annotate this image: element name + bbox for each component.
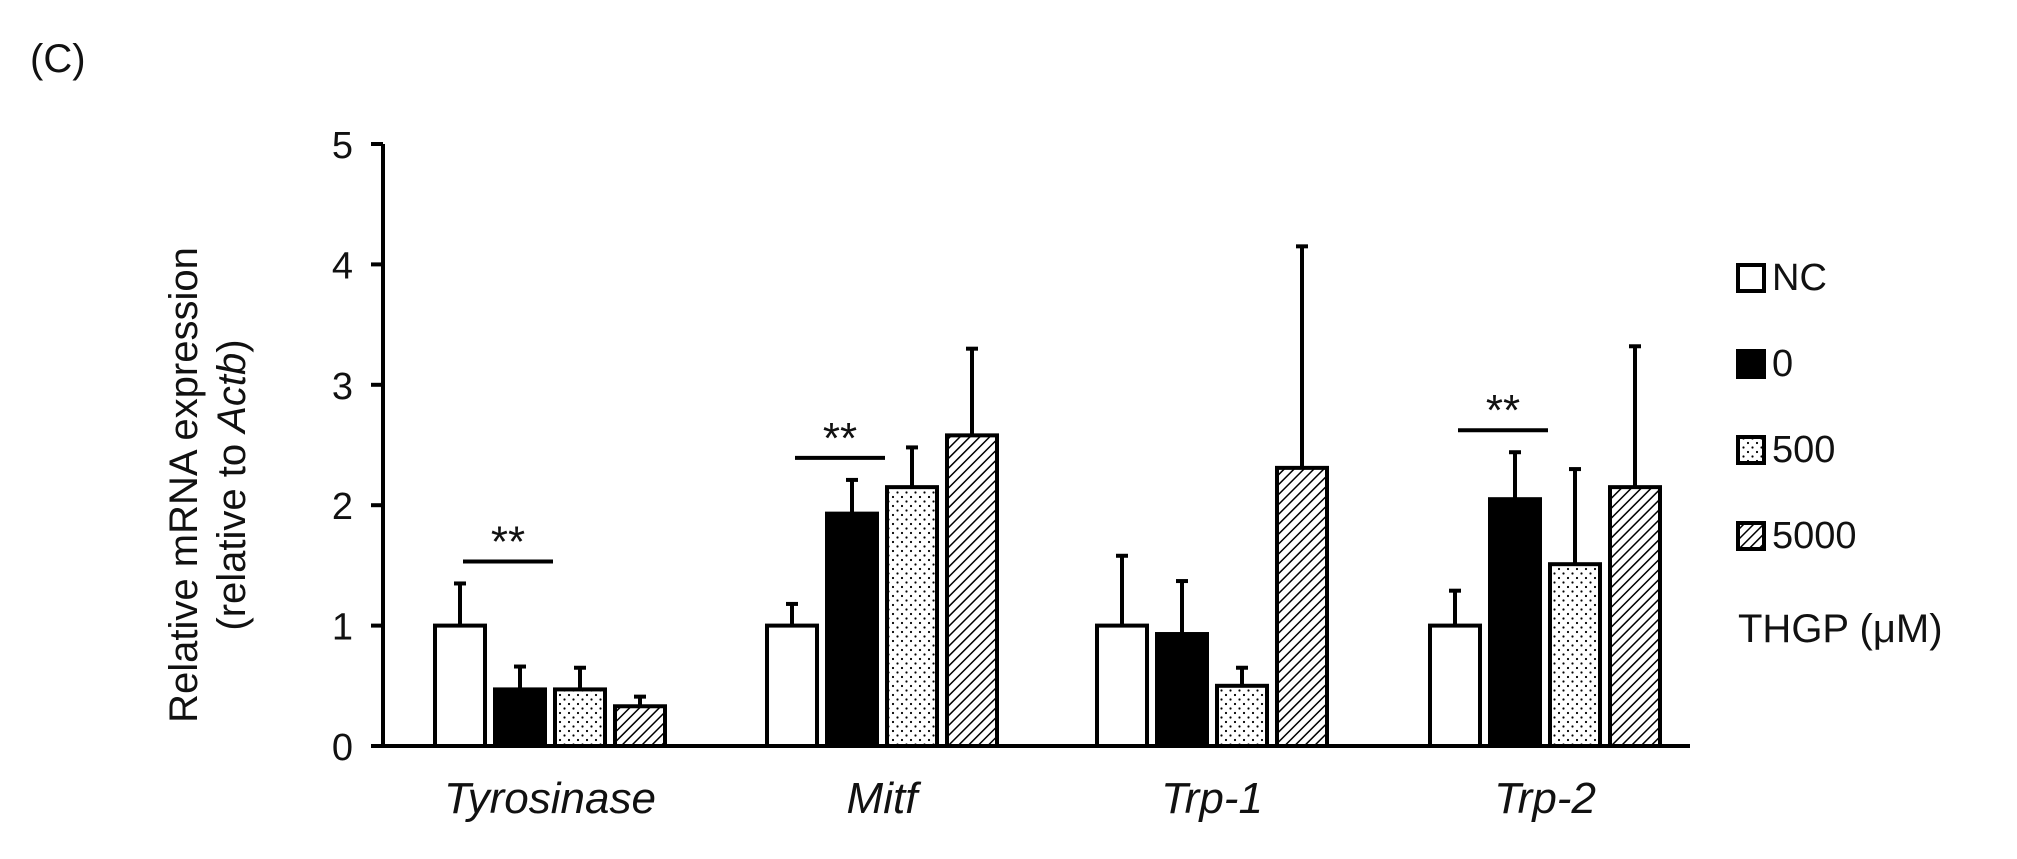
bar <box>1155 632 1209 749</box>
bar <box>945 433 999 748</box>
y-tick-label: 0 <box>332 727 353 769</box>
y-axis-title-line2: (relative to Actb) <box>210 339 254 630</box>
x-tick-label: Trp-1 <box>1161 774 1263 823</box>
bar <box>553 687 607 748</box>
bar <box>1608 485 1662 748</box>
legend-swatch <box>1736 435 1766 465</box>
bar <box>493 687 547 748</box>
legend-swatch <box>1736 349 1766 379</box>
legend-label: 5000 <box>1772 515 1857 557</box>
significance-label: ** <box>823 414 857 463</box>
y-tick-label: 2 <box>332 486 353 528</box>
bar <box>1095 623 1149 748</box>
y-tick-label: 1 <box>332 607 353 649</box>
y-tick-label: 4 <box>332 245 353 287</box>
significance-label: ** <box>1486 386 1520 435</box>
legend: NC 0 500 5000 THGP (μM) <box>1736 257 1943 651</box>
y-axis-title-line2-italic: Actb <box>210 353 254 435</box>
y-axis-title-line1: Relative mRNA expression <box>162 247 206 723</box>
plot-area: 0 1 2 3 4 5 Tyrosinase Mitf Trp-1 Trp-2 ** ** ** <box>332 125 1690 823</box>
bar <box>1275 465 1329 748</box>
y-axis-title-line2-suffix: ) <box>210 339 254 352</box>
x-tick-label: Tyrosinase <box>444 774 656 823</box>
bar <box>1215 683 1269 748</box>
x-tick-label: Trp-2 <box>1494 774 1596 823</box>
bar <box>1428 623 1482 748</box>
y-axis-title: Relative mRNA expression (relative to Ac… <box>162 247 254 723</box>
bar <box>1548 562 1602 748</box>
bar <box>885 485 939 748</box>
legend-label: 500 <box>1772 429 1835 471</box>
bar <box>765 623 819 748</box>
significance-label: ** <box>491 517 525 566</box>
legend-label: 0 <box>1772 343 1793 385</box>
legend-swatch <box>1736 263 1766 293</box>
y-tick-label: 5 <box>332 125 353 167</box>
panel-label: (C) <box>30 37 86 81</box>
bar <box>433 623 487 748</box>
legend-title: THGP (μM) <box>1738 607 1943 651</box>
x-tick-label: Mitf <box>847 774 923 823</box>
bar <box>825 511 879 748</box>
bar <box>613 704 667 749</box>
bar <box>1488 497 1542 748</box>
legend-swatch <box>1736 521 1766 551</box>
y-tick-label: 3 <box>332 366 353 408</box>
legend-label: NC <box>1772 257 1827 299</box>
y-axis-title-line2-prefix: (relative to <box>210 433 254 631</box>
